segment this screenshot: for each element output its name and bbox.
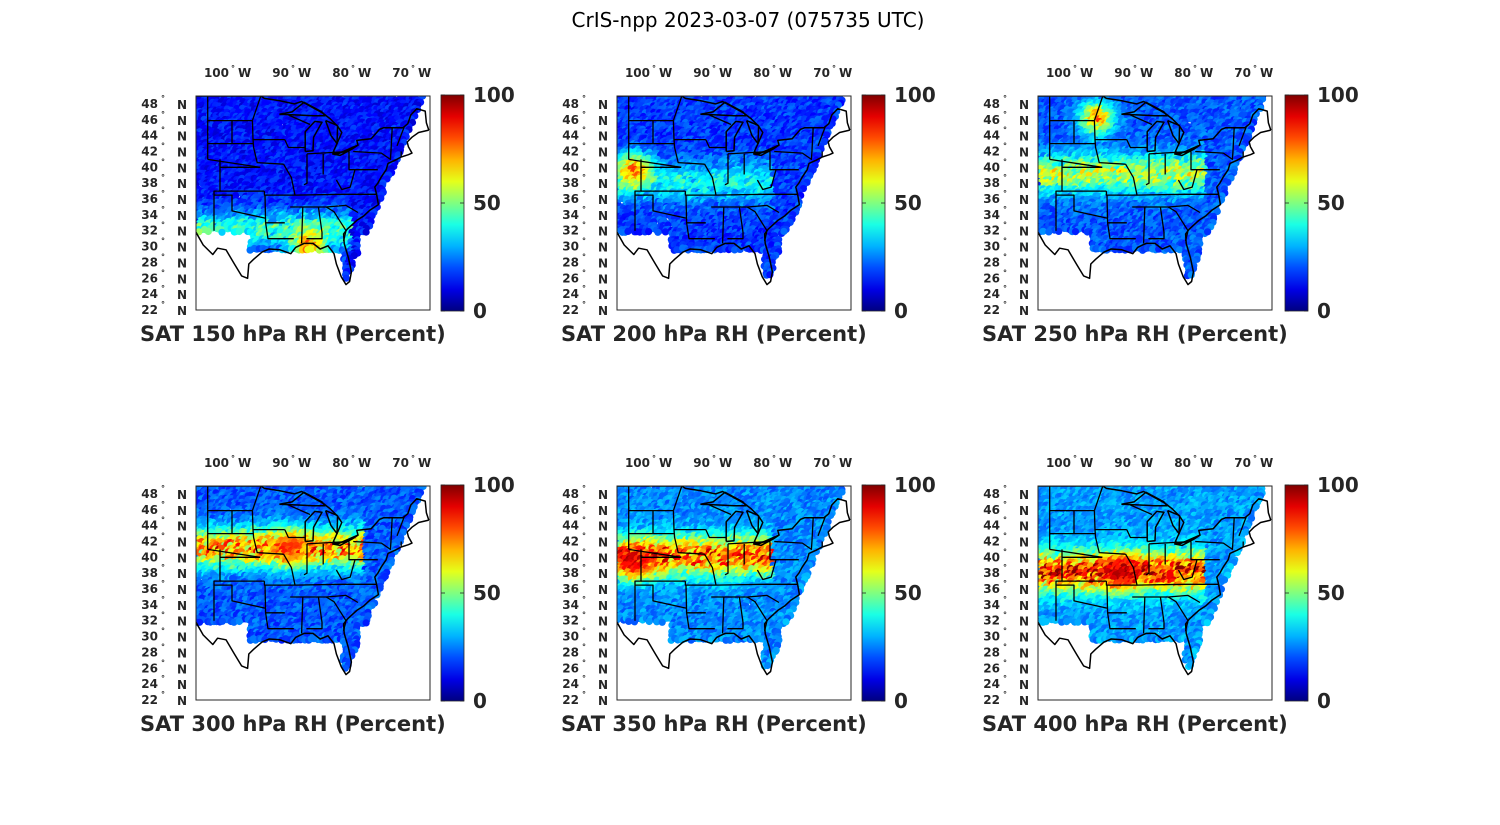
state-boundary — [303, 153, 308, 186]
state-boundary — [213, 159, 221, 231]
lat-tick-label: 34 ° N — [141, 205, 187, 223]
state-boundary — [396, 126, 405, 147]
rh-point — [362, 228, 370, 236]
great-lake-outline — [304, 120, 323, 153]
rh-observations — [196, 96, 427, 282]
state-boundary — [325, 206, 347, 242]
lon-tick-label: 100 ° W — [204, 64, 251, 80]
lat-tick-label: 26 ° N — [141, 268, 187, 286]
colorbar-tick-label: 100 — [473, 83, 515, 107]
state-boundary — [306, 206, 323, 240]
map-panel-200hpa: 100 ° W 90 ° W 80 ° W 70 ° W48 ° N46 ° N44 ° N42 ° N40 ° N38 °… — [561, 64, 936, 346]
state-boundary — [284, 139, 306, 149]
state-boundary — [306, 150, 350, 155]
state-boundary — [353, 127, 393, 161]
state-boundary — [252, 139, 284, 165]
lon-tick-label: 70 ° W — [392, 64, 431, 80]
coastline — [196, 129, 429, 286]
rh-point — [204, 227, 212, 236]
state-boundary — [348, 151, 378, 171]
lat-tick-label: 24 ° N — [141, 284, 187, 302]
state-boundary — [288, 114, 311, 126]
rh-point — [308, 245, 316, 253]
lat-tick-label: 36 ° N — [141, 189, 187, 207]
map-frame — [195, 95, 431, 311]
state-boundary — [300, 206, 304, 244]
state-boundary — [207, 158, 261, 168]
panel-title: SAT 150 hPa RH (Percent) — [140, 322, 446, 346]
state-boundary — [290, 204, 359, 214]
lat-tick-label: 32 ° N — [141, 221, 187, 239]
state-boundary — [251, 96, 262, 121]
map-panel-150hpa: 100 ° W 90 ° W 80 ° W 70 ° W 48 ° N46 ° N44 ° N42 ° N40 ° N38 °… — [140, 64, 515, 346]
lon-tick-label: 90 ° W — [272, 64, 311, 80]
colorbar-tick-label: 0 — [473, 299, 487, 323]
great-lake-outline — [324, 119, 343, 145]
figure-title: CrIS-npp 2023-03-07 (075735 UTC) — [572, 8, 925, 32]
state-boundary — [214, 194, 266, 219]
state-boundary — [263, 191, 295, 196]
rh-point — [196, 228, 203, 236]
rh-point — [342, 274, 350, 282]
map-boundaries — [196, 96, 430, 286]
map-area — [617, 96, 851, 286]
rh-point — [235, 227, 243, 236]
lat-tick-label: 44 ° N — [141, 126, 187, 144]
colorbar: 100 50 0 — [440, 83, 515, 323]
state-boundary — [283, 163, 296, 196]
lat-tick-label: 42 ° N — [141, 141, 187, 159]
lat-tick-label: 48 ° N — [141, 94, 187, 112]
great-lake-outline — [279, 101, 326, 117]
rh-point — [218, 228, 226, 236]
lat-tick-label: 38 ° N — [141, 173, 187, 191]
lat-tick-label: 40 ° N — [141, 157, 187, 175]
colorbar-tick-label: 50 — [473, 191, 501, 215]
lat-tick-label: 22 ° N — [141, 300, 187, 318]
lon-tick-label: 80 ° W — [332, 64, 371, 80]
state-boundary — [294, 193, 377, 196]
canada-border — [196, 96, 430, 155]
state-boundary — [264, 222, 294, 240]
map-area — [196, 96, 430, 286]
lat-tick-label: 28 ° N — [141, 252, 187, 270]
lat-tick-label: 30 ° N — [141, 237, 187, 255]
state-boundary — [335, 169, 356, 191]
lat-tick-label: 46 ° N — [141, 110, 187, 128]
